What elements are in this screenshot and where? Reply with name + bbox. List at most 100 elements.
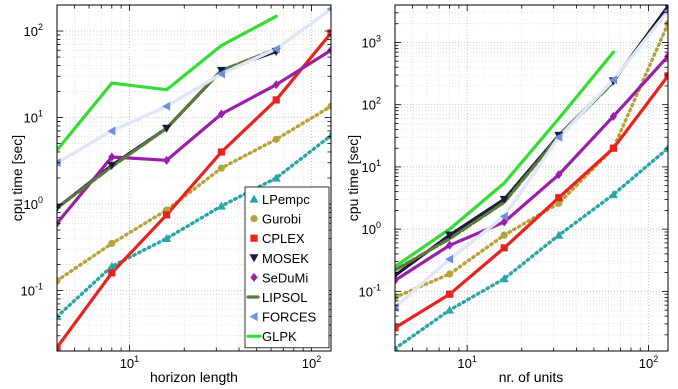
data-point-lpempc bbox=[395, 344, 399, 351]
legend-marker-cplex bbox=[250, 234, 258, 242]
data-point-sedumi bbox=[163, 155, 171, 165]
legend-label: SeDuMi bbox=[262, 270, 308, 285]
data-point-forces bbox=[216, 69, 225, 79]
legend-label: LIPSOL bbox=[262, 290, 308, 305]
data-point-sedumi bbox=[555, 170, 563, 180]
data-point-cplex bbox=[446, 290, 454, 298]
legend-label: LPempc bbox=[262, 192, 310, 207]
data-point-mosek bbox=[445, 231, 455, 240]
data-point-lpempc bbox=[271, 173, 281, 182]
y-tick-label: 100 bbox=[362, 220, 381, 237]
y-tick-label: 10-1 bbox=[359, 282, 381, 299]
series-line-forces bbox=[395, 9, 668, 310]
y-tick-label: 10-1 bbox=[21, 282, 43, 299]
data-point-lpempc bbox=[107, 261, 117, 271]
y-tick-label: 100 bbox=[24, 195, 43, 212]
data-point-gurobi bbox=[446, 270, 454, 278]
legend-entry-lpempc: LPempc bbox=[249, 192, 310, 207]
data-point-sedumi bbox=[395, 275, 399, 285]
legend-box bbox=[244, 186, 330, 349]
series-line-lpempc bbox=[57, 133, 331, 319]
data-point-sedumi bbox=[609, 111, 617, 121]
legend-entry-gurobi: Gurobi bbox=[250, 212, 301, 227]
legend-label: GLPK bbox=[262, 329, 297, 344]
legend-entry-lipsol: LIPSOL bbox=[246, 290, 308, 305]
data-point-cplex bbox=[395, 324, 399, 332]
data-point-cplex bbox=[664, 72, 668, 80]
legend-entry-forces: FORCES bbox=[249, 310, 317, 325]
legend-entry-mosek: MOSEK bbox=[249, 251, 309, 266]
data-point-forces bbox=[663, 8, 668, 14]
legend-label: MOSEK bbox=[262, 251, 309, 266]
x-tick-label: 102 bbox=[639, 354, 658, 371]
x-tick-label: 101 bbox=[457, 354, 476, 371]
data-point-cplex bbox=[163, 211, 171, 219]
data-point-lpempc bbox=[499, 274, 509, 283]
legend-marker-mosek bbox=[249, 254, 259, 263]
left-x-axis-label: horizon length bbox=[150, 369, 238, 385]
data-point-forces bbox=[326, 6, 331, 12]
data-point-gurobi bbox=[327, 102, 331, 110]
legend-entry-glpk: GLPK bbox=[246, 329, 297, 344]
series-line-sedumi bbox=[57, 48, 331, 225]
legend-label: CPLEX bbox=[262, 231, 305, 246]
data-point-gurobi bbox=[272, 135, 280, 143]
series-line-cplex bbox=[57, 31, 331, 349]
data-point-lpempc bbox=[445, 305, 455, 314]
x-tick-label: 102 bbox=[302, 354, 321, 371]
data-point-forces bbox=[554, 132, 563, 142]
right-y-axis-label: cpu time [sec] bbox=[345, 135, 361, 221]
data-point-cplex bbox=[327, 29, 331, 37]
data-point-cplex bbox=[272, 96, 280, 104]
series-line-lpempc bbox=[395, 146, 668, 351]
data-point-sedumi bbox=[272, 80, 280, 90]
y-tick-label: 101 bbox=[24, 109, 43, 126]
data-point-lpempc bbox=[162, 233, 172, 243]
data-point-forces bbox=[608, 75, 617, 85]
y-tick-label: 103 bbox=[362, 33, 381, 50]
data-point-mosek bbox=[57, 204, 62, 213]
data-point-mosek bbox=[216, 66, 226, 75]
data-point-forces bbox=[499, 211, 508, 221]
data-point-lpempc bbox=[663, 143, 668, 152]
x-tick-label: 101 bbox=[120, 354, 139, 371]
series-line-gurobi bbox=[395, 22, 668, 300]
data-point-gurobi bbox=[217, 164, 225, 172]
right-chart-panel: 101 102 10-1 100 101 102 103 bbox=[359, 4, 669, 371]
data-point-cplex bbox=[609, 144, 617, 152]
data-point-sedumi bbox=[446, 240, 454, 250]
data-point-mosek bbox=[162, 124, 172, 133]
data-point-cplex bbox=[217, 148, 225, 156]
data-point-cplex bbox=[500, 244, 508, 252]
data-point-gurobi bbox=[108, 239, 116, 248]
legend: LPempc Gurobi CPLEX MOSEK SeDuMi LIPSOL FORCES… bbox=[244, 186, 330, 349]
series-group bbox=[57, 6, 331, 351]
data-point-forces bbox=[271, 44, 280, 54]
legend-marker-gurobi bbox=[250, 215, 258, 223]
data-point-lpempc bbox=[554, 230, 564, 239]
series-line-sedumi bbox=[395, 54, 668, 282]
data-point-gurobi bbox=[555, 199, 563, 207]
y-tick-label: 102 bbox=[24, 22, 43, 39]
series-group bbox=[395, 5, 668, 351]
series-line-glpk bbox=[395, 50, 616, 269]
series-line-forces bbox=[57, 7, 331, 165]
data-point-gurobi bbox=[57, 277, 61, 285]
data-point-forces bbox=[162, 101, 171, 111]
series-line-gurobi bbox=[57, 104, 331, 283]
legend-label: FORCES bbox=[262, 310, 317, 325]
legend-marker-forces bbox=[249, 312, 258, 322]
data-point-sedumi bbox=[217, 109, 225, 119]
legend-label: Gurobi bbox=[262, 212, 301, 227]
legend-entry-sedumi: SeDuMi bbox=[250, 270, 308, 285]
axes-box bbox=[394, 4, 669, 352]
data-point-lpempc bbox=[57, 312, 62, 321]
legend-marker-lpempc bbox=[249, 194, 259, 203]
tick-marks bbox=[394, 4, 668, 351]
data-point-lpempc bbox=[608, 190, 618, 199]
data-point-cplex bbox=[555, 194, 563, 202]
legend-marker-sedumi bbox=[250, 272, 258, 282]
data-point-mosek bbox=[395, 271, 400, 280]
data-point-gurobi bbox=[500, 231, 508, 239]
